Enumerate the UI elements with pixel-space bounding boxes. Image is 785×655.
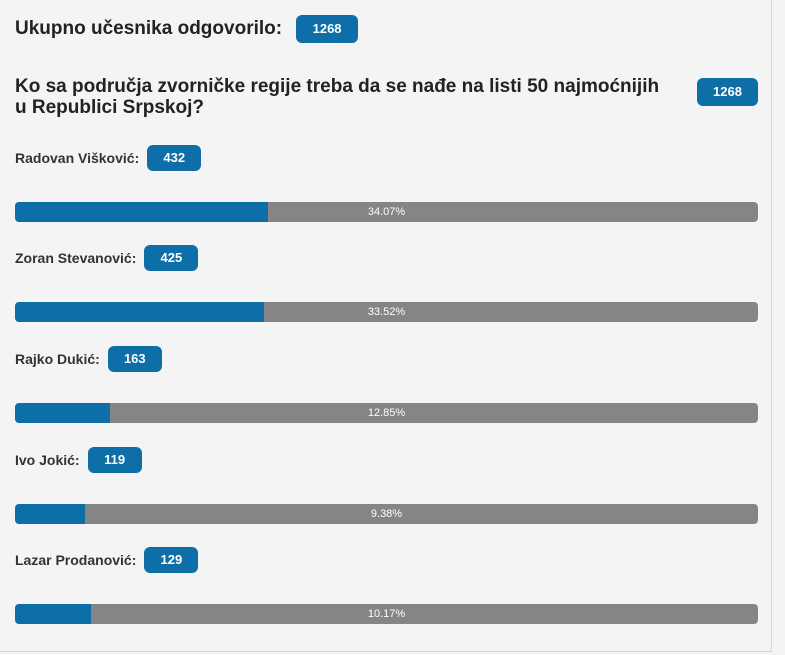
question-row: Ko sa područja zvorničke regije treba da… (15, 76, 758, 118)
option-progress-bar: 10.17% (15, 604, 758, 624)
poll-question: Ko sa područja zvorničke regije treba da… (15, 76, 660, 118)
option-progress-bar: 33.52% (15, 302, 758, 322)
option-votes-badge: 425 (144, 245, 199, 271)
option-percent-label: 34.07% (367, 206, 406, 218)
option-progress-fill (15, 302, 265, 322)
question-count-badge: 1268 (697, 78, 758, 106)
option-votes-badge: 129 (144, 547, 199, 573)
option-progress-fill (15, 504, 85, 524)
option-votes-badge: 163 (107, 346, 162, 372)
option-percent-label: 12.85% (367, 407, 406, 419)
total-respondents-badge: 1268 (296, 15, 359, 43)
poll-results-panel: Ukupno učesnika odgovorilo: 1268 Ko sa p… (0, 0, 772, 652)
option-percent-label: 10.17% (367, 608, 406, 620)
poll-option: Lazar Prodanović: 129 10.17% (15, 547, 758, 624)
option-progress-fill (15, 604, 91, 624)
option-progress-fill (15, 403, 111, 423)
option-votes-badge: 432 (147, 145, 202, 171)
poll-option: Ivo Jokić: 119 9.38% (15, 447, 758, 524)
total-respondents-row: Ukupno učesnika odgovorilo: 1268 (15, 14, 359, 44)
option-name: Zoran Stevanović: (15, 250, 137, 266)
option-progress-bar: 34.07% (15, 202, 758, 222)
option-votes-badge: 119 (87, 447, 142, 473)
option-name: Lazar Prodanović: (15, 552, 137, 568)
option-percent-label: 33.52% (367, 306, 406, 318)
option-progress-bar: 12.85% (15, 403, 758, 423)
option-name: Rajko Dukić: (15, 351, 100, 367)
poll-option: Zoran Stevanović: 425 33.52% (15, 245, 758, 322)
poll-option: Radovan Višković: 432 34.07% (15, 145, 758, 222)
option-name: Radovan Višković: (15, 150, 140, 166)
option-progress-bar: 9.38% (15, 504, 758, 524)
option-name: Ivo Jokić: (15, 452, 80, 468)
option-progress-fill (15, 202, 269, 222)
total-respondents-label: Ukupno učesnika odgovorilo: (15, 18, 283, 39)
option-percent-label: 9.38% (370, 508, 403, 520)
poll-option: Rajko Dukić: 163 12.85% (15, 346, 758, 423)
